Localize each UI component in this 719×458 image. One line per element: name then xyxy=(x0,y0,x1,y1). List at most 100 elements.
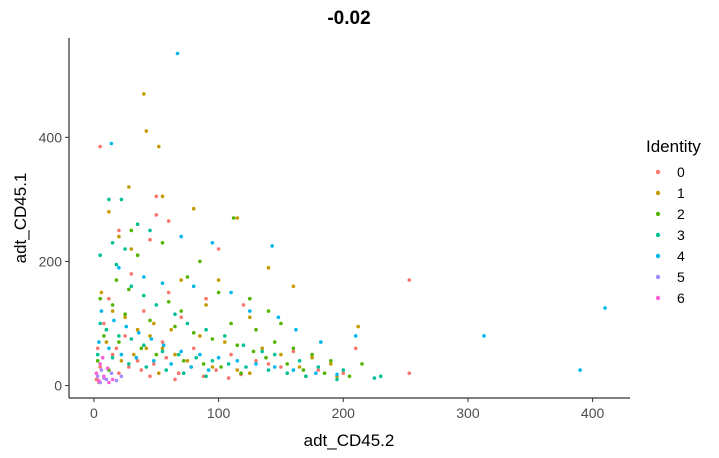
data-point-identity-0-0 xyxy=(98,144,102,149)
data-point-identity-0-2 xyxy=(154,213,159,217)
data-point-identity-0-37 xyxy=(164,355,168,360)
data-point-identity-2-23 xyxy=(123,312,127,317)
data-point-identity-1-4 xyxy=(127,185,131,189)
data-point-identity-0-23 xyxy=(407,371,412,376)
data-point-identity-0-41 xyxy=(214,368,218,372)
data-point-identity-3-27 xyxy=(160,349,165,354)
data-point-identity-4-1 xyxy=(109,141,114,146)
data-point-identity-1-41 xyxy=(144,346,149,351)
data-point-identity-0-40 xyxy=(201,374,206,379)
data-point-identity-4-16 xyxy=(319,340,323,344)
data-point-identity-4-31 xyxy=(314,371,318,376)
data-point-identity-4-37 xyxy=(152,359,156,363)
data-point-identity-2-0 xyxy=(231,216,236,220)
data-point-identity-3-4 xyxy=(110,241,115,245)
data-point-identity-2-40 xyxy=(201,362,206,366)
data-point-identity-3-17 xyxy=(272,352,277,357)
data-point-identity-3-23 xyxy=(104,327,109,332)
data-point-identity-0-17 xyxy=(191,346,196,351)
data-point-identity-0-20 xyxy=(279,365,283,369)
data-point-identity-3-44 xyxy=(204,374,208,379)
data-point-identity-0-15 xyxy=(123,334,127,338)
data-point-identity-0-25 xyxy=(135,359,140,363)
data-point-identity-2-30 xyxy=(264,355,268,360)
data-point-identity-0-29 xyxy=(173,377,177,382)
data-point-identity-3-13 xyxy=(204,327,208,332)
data-point-identity-2-32 xyxy=(301,368,306,372)
data-point-identity-1-21 xyxy=(279,352,283,357)
data-point-identity-4-10 xyxy=(160,281,165,286)
data-point-identity-3-38 xyxy=(95,352,100,357)
data-point-identity-3-20 xyxy=(341,368,346,372)
legend: Identity 0 1 2 3 4 5 6 xyxy=(646,137,701,306)
data-point-identity-4-32 xyxy=(335,372,339,377)
data-point-identity-4-13 xyxy=(248,309,252,313)
data-point-identity-1-29 xyxy=(160,346,165,351)
data-point-identity-2-14 xyxy=(229,321,233,326)
data-point-identity-3-21 xyxy=(378,374,383,379)
data-point-identity-0-19 xyxy=(254,359,258,363)
data-point-identity-6-7 xyxy=(107,380,111,385)
data-point-identity-3-31 xyxy=(226,362,231,366)
data-point-identity-3-29 xyxy=(194,355,198,360)
data-point-identity-2-34 xyxy=(347,374,352,379)
data-point-identity-0-38 xyxy=(176,371,181,376)
data-point-identity-4-20 xyxy=(124,324,129,329)
x-tick-label: 200 xyxy=(332,405,356,421)
data-point-identity-6-0 xyxy=(94,371,99,376)
data-point-identity-1-7 xyxy=(235,216,240,220)
y-ticks: 0 200 400 xyxy=(39,129,69,394)
data-point-identity-4-21 xyxy=(137,331,141,335)
data-point-identity-2-22 xyxy=(110,303,115,307)
legend-key-6 xyxy=(655,295,661,301)
data-point-identity-3-10 xyxy=(154,303,159,307)
data-point-identity-2-12 xyxy=(166,300,171,304)
data-point-identity-3-7 xyxy=(114,262,119,267)
data-point-identity-0-10 xyxy=(204,296,208,301)
data-point-identity-3-39 xyxy=(110,355,115,360)
y-axis-title: adt_CD45.1 xyxy=(11,173,30,264)
data-point-identity-2-28 xyxy=(235,343,240,348)
data-point-identity-4-22 xyxy=(149,337,154,341)
data-point-identity-1-20 xyxy=(260,346,265,351)
data-point-identity-1-32 xyxy=(210,365,215,369)
legend-label-1: 1 xyxy=(677,185,685,201)
data-point-identity-2-7 xyxy=(248,296,252,301)
data-point-identity-4-17 xyxy=(353,334,358,338)
data-point-identity-2-31 xyxy=(285,362,290,366)
data-point-identity-4-24 xyxy=(179,349,183,354)
data-point-identity-0-7 xyxy=(216,247,221,251)
data-point-identity-1-1 xyxy=(144,129,149,133)
data-point-identity-0-44 xyxy=(266,362,271,366)
data-point-identity-4-36 xyxy=(134,355,139,360)
data-point-identity-2-3 xyxy=(135,253,140,257)
data-point-identity-4-18 xyxy=(99,309,104,313)
legend-key-5 xyxy=(655,274,661,280)
chart-title: -0.02 xyxy=(327,8,370,29)
data-point-identity-0-36 xyxy=(152,362,156,366)
x-ticks: 0 100 200 300 400 xyxy=(90,398,604,421)
data-point-identity-0-31 xyxy=(102,321,106,326)
data-point-identity-1-15 xyxy=(248,315,252,320)
data-point-identity-5-1 xyxy=(99,368,104,372)
data-point-identity-4-0 xyxy=(175,51,180,56)
x-axis-title: adt_CD45.2 xyxy=(304,431,395,450)
data-point-identity-2-2 xyxy=(160,241,165,245)
data-point-identity-3-15 xyxy=(241,343,246,348)
data-point-identity-3-33 xyxy=(266,368,271,372)
data-point-identity-0-42 xyxy=(226,376,231,380)
data-point-identity-1-23 xyxy=(329,362,333,366)
data-point-identity-6-1 xyxy=(98,362,102,366)
legend-label-6: 6 xyxy=(677,290,685,306)
data-point-identity-6-4 xyxy=(110,377,115,382)
data-point-identity-3-22 xyxy=(98,321,102,326)
data-point-identity-4-33 xyxy=(97,340,101,344)
data-point-identity-1-38 xyxy=(104,340,109,344)
data-point-identity-1-14 xyxy=(216,278,221,282)
data-point-identity-2-13 xyxy=(179,309,183,313)
legend-label-2: 2 xyxy=(677,206,685,222)
data-point-identity-0-16 xyxy=(160,340,165,344)
data-point-identity-4-4 xyxy=(578,368,582,372)
data-point-identity-0-26 xyxy=(98,365,102,369)
data-point-identity-1-24 xyxy=(356,324,361,329)
